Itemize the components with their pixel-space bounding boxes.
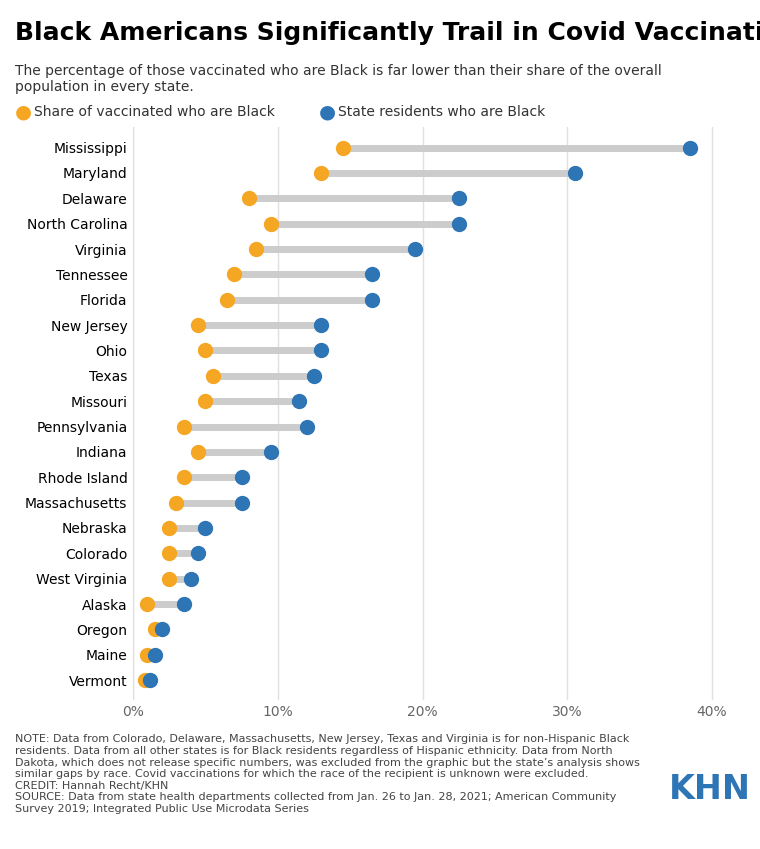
Point	[409, 242, 421, 256]
Point	[199, 521, 211, 535]
Text: ●: ●	[319, 103, 336, 121]
Point	[293, 395, 306, 408]
Point	[138, 673, 150, 687]
Point	[144, 673, 157, 687]
Point	[337, 141, 349, 155]
Point	[149, 622, 161, 636]
Point	[178, 470, 190, 484]
Point	[163, 572, 176, 586]
Text: The percentage of those vaccinated who are Black is far lower than their share o: The percentage of those vaccinated who a…	[15, 64, 662, 94]
Point	[315, 344, 328, 357]
Point	[192, 547, 204, 560]
Point	[684, 141, 696, 155]
Point	[178, 419, 190, 433]
Point	[199, 344, 211, 357]
Point	[236, 496, 248, 509]
Text: KHN: KHN	[669, 773, 751, 806]
Point	[156, 622, 168, 636]
Point	[149, 648, 161, 661]
Point	[264, 445, 277, 458]
Point	[221, 293, 233, 306]
Point	[366, 293, 378, 306]
Text: State residents who are Black: State residents who are Black	[338, 105, 546, 119]
Point	[228, 267, 240, 281]
Point	[192, 445, 204, 458]
Text: Share of vaccinated who are Black: Share of vaccinated who are Black	[34, 105, 275, 119]
Point	[163, 521, 176, 535]
Point	[163, 547, 176, 560]
Text: Black Americans Significantly Trail in Covid Vaccinations: Black Americans Significantly Trail in C…	[15, 21, 760, 45]
Point	[568, 166, 581, 180]
Point	[141, 598, 154, 611]
Point	[236, 470, 248, 484]
Point	[453, 216, 465, 230]
Point	[366, 267, 378, 281]
Point	[207, 369, 219, 383]
Text: ●: ●	[15, 103, 32, 121]
Point	[453, 192, 465, 205]
Point	[141, 648, 154, 661]
Point	[315, 318, 328, 332]
Point	[308, 369, 320, 383]
Point	[242, 192, 255, 205]
Point	[170, 496, 182, 509]
Point	[192, 318, 204, 332]
Point	[185, 572, 197, 586]
Point	[250, 242, 262, 256]
Point	[199, 395, 211, 408]
Point	[178, 598, 190, 611]
Point	[264, 216, 277, 230]
Point	[315, 166, 328, 180]
Text: NOTE: Data from Colorado, Delaware, Massachusetts, New Jersey, Texas and Virgini: NOTE: Data from Colorado, Delaware, Mass…	[15, 734, 640, 814]
Point	[301, 419, 313, 433]
